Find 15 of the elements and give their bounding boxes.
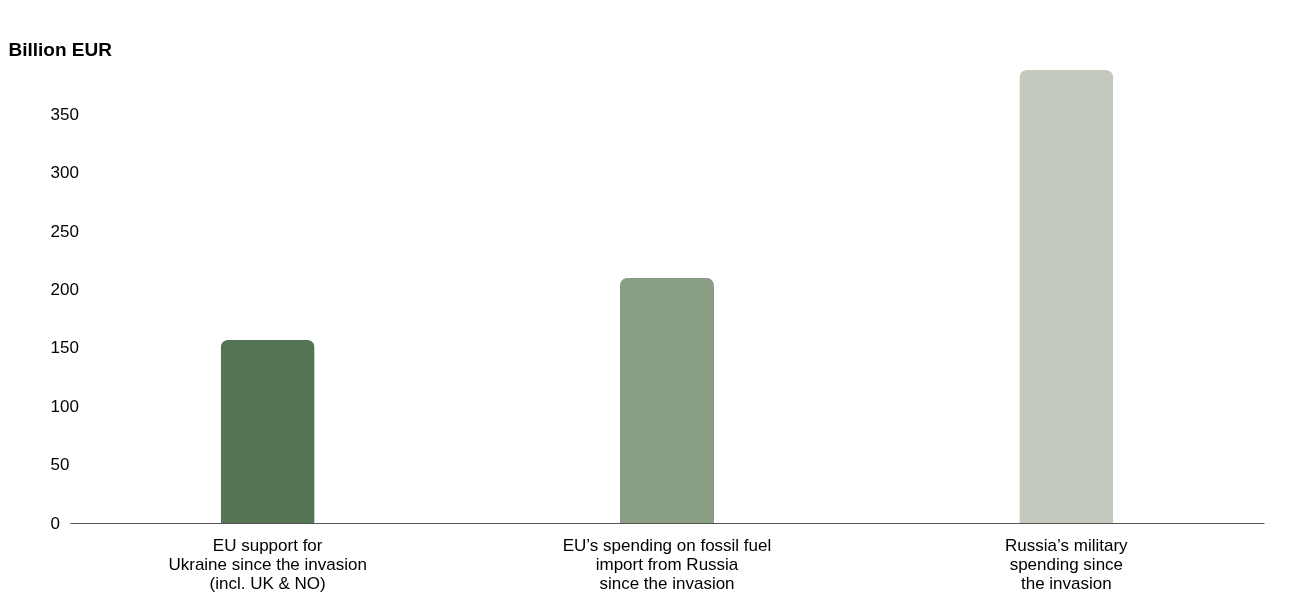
x-tick-label: EU support for Ukraine since the invasion (incl. UK & NO) (168, 535, 367, 593)
y-tick-label: 0 (50, 513, 60, 533)
y-tick-label: 250 (50, 221, 79, 241)
y-tick-label: 200 (50, 279, 79, 299)
bar (620, 277, 714, 523)
x-tick-label: EU’s spending on fossil fuel import from Russia since the invasion (562, 535, 772, 593)
y-tick-label: 50 (50, 455, 70, 475)
y-tick-label: 300 (50, 163, 79, 183)
bar (220, 339, 315, 523)
y-axis-title: Billion EUR (8, 38, 113, 60)
bar (1019, 70, 1114, 523)
x-tick-label: Russia’s military spending since the invasion (1005, 535, 1129, 593)
y-tick-label: 100 (50, 396, 79, 416)
y-tick-label: 350 (50, 104, 79, 124)
y-tick-label: 150 (50, 338, 79, 358)
